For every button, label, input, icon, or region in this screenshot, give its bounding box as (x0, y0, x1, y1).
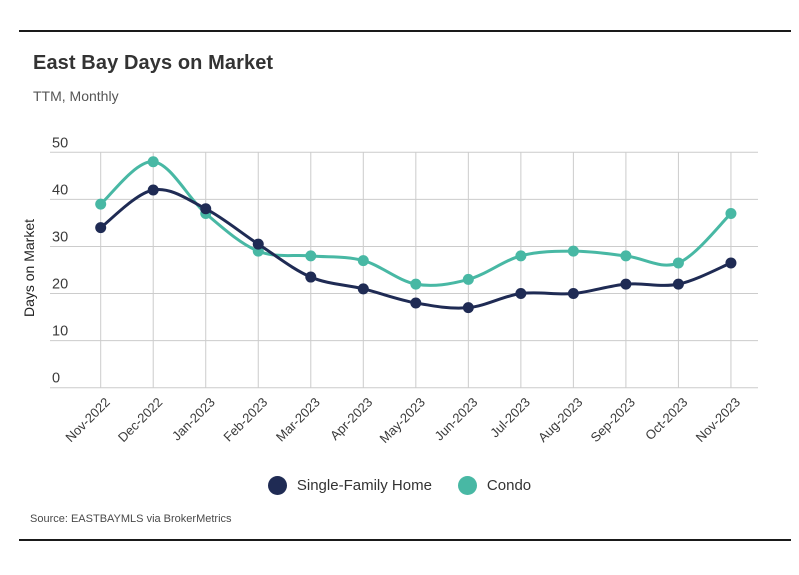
chart-subtitle: TTM, Monthly (33, 88, 119, 104)
x-tick-label: Dec-2022 (115, 395, 165, 445)
data-point-single-family (567, 288, 579, 300)
legend-label-single-family: Single-Family Home (296, 477, 432, 494)
source-attribution: Source: EASTBAYMLS via BrokerMetrics (30, 513, 232, 525)
y-axis-title: Days on Market (21, 219, 37, 317)
data-point-single-family (147, 184, 159, 196)
y-tick-label: 30 (52, 229, 68, 245)
data-point-condo (515, 250, 527, 262)
data-point-condo (305, 250, 317, 262)
data-point-condo (620, 250, 632, 262)
single-family-legend-dot-icon (267, 476, 287, 495)
x-tick-label: Jan-2023 (169, 395, 218, 444)
data-point-single-family (672, 278, 684, 290)
x-tick-label: Jul-2023 (487, 395, 533, 441)
legend-item-single-family: Single-Family Home (267, 476, 432, 495)
data-point-condo (410, 278, 422, 290)
data-point-condo (357, 255, 369, 267)
y-tick-label: 20 (52, 277, 68, 293)
data-point-single-family (305, 271, 317, 283)
x-tick-label: Feb-2023 (220, 395, 270, 445)
data-point-single-family (410, 297, 422, 309)
chart-title: East Bay Days on Market (33, 52, 274, 74)
data-point-condo (567, 245, 579, 257)
x-tick-label: Apr-2023 (327, 395, 375, 443)
condo-legend-dot-icon (457, 476, 477, 495)
x-tick-label: Mar-2023 (273, 395, 323, 445)
chart-legend: Single-Family Home Condo (0, 476, 799, 495)
y-tick-label: 50 (52, 135, 68, 151)
x-tick-label: Jun-2023 (432, 395, 481, 444)
data-point-condo (95, 198, 107, 210)
data-point-single-family (620, 278, 632, 290)
x-tick-label: Aug-2023 (535, 395, 585, 445)
y-tick-label: 10 (52, 324, 68, 340)
data-point-single-family (357, 283, 369, 295)
legend-item-condo: Condo (457, 476, 532, 495)
data-point-single-family (462, 302, 474, 314)
data-point-condo (725, 208, 737, 220)
x-tick-label: Sep-2023 (588, 395, 638, 445)
data-point-single-family (725, 257, 737, 269)
top-accent-rule (19, 30, 791, 32)
x-tick-label: May-2023 (376, 395, 427, 446)
data-point-condo (672, 257, 684, 269)
y-tick-label: 0 (52, 371, 60, 387)
data-point-single-family (200, 203, 212, 215)
data-point-single-family (515, 288, 527, 300)
data-point-single-family (252, 238, 264, 250)
y-tick-label: 40 (52, 182, 68, 198)
legend-label-condo: Condo (486, 477, 532, 494)
data-point-single-family (95, 222, 107, 234)
x-tick-label: Nov-2023 (693, 395, 743, 445)
bottom-rule (19, 539, 791, 541)
x-tick-label: Oct-2023 (642, 395, 690, 443)
data-point-condo (462, 273, 474, 285)
data-point-condo (147, 156, 159, 168)
x-tick-label: Nov-2022 (62, 395, 112, 445)
